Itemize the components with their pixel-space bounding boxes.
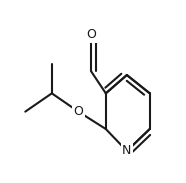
Text: O: O (86, 28, 96, 41)
Text: O: O (73, 105, 83, 118)
Text: N: N (122, 144, 132, 158)
